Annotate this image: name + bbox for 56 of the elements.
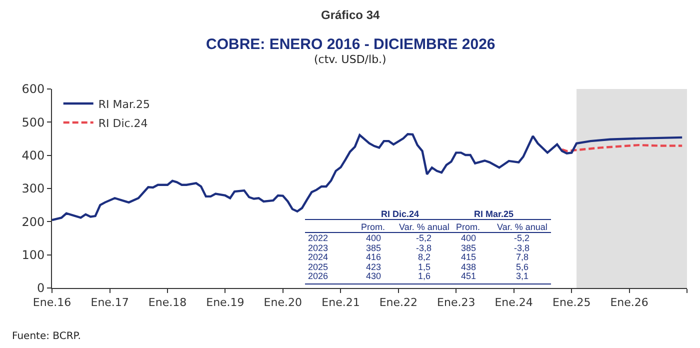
annotation: 430 xyxy=(366,271,382,281)
annotation: 400 xyxy=(461,233,476,243)
chart-title: COBRE: ENERO 2016 - DICIEMBRE 2026 xyxy=(206,36,496,53)
annotation: RI Dic.24 xyxy=(381,209,420,219)
annotation: RI Mar.25 xyxy=(474,209,514,219)
x-tick-label: Ene.19 xyxy=(206,296,244,310)
annotation: 400 xyxy=(366,233,382,243)
y-tick-label: 200 xyxy=(22,214,45,229)
annotation: 2025 xyxy=(308,262,328,272)
annotation: 423 xyxy=(366,262,382,272)
annotation: -5,2 xyxy=(514,233,530,243)
annotation: 5,6 xyxy=(516,262,529,272)
source-note: Fuente: BCRP. xyxy=(12,331,81,342)
annotation: 2023 xyxy=(308,243,328,253)
annotation: 2024 xyxy=(308,252,328,262)
annotation: -5,2 xyxy=(416,233,432,243)
x-tick-label: Ene.25 xyxy=(552,296,591,310)
annotation: 385 xyxy=(366,243,382,253)
x-tick-label: Ene.21 xyxy=(322,296,360,310)
annotation: 2022 xyxy=(308,233,328,243)
y-tick-label: 500 xyxy=(22,115,45,130)
legend-label: RI Dic.24 xyxy=(98,116,148,130)
annotation: 385 xyxy=(461,243,476,253)
annotation: Var. % anual xyxy=(399,222,450,232)
annotation: 415 xyxy=(461,252,476,262)
x-tick-label: Ene.18 xyxy=(148,296,187,310)
annotation: -3,8 xyxy=(514,243,530,253)
text: Gráfico 34 xyxy=(321,8,380,22)
annotation: Prom. xyxy=(361,222,386,232)
x-tick-label: Ene.20 xyxy=(264,296,302,310)
x-tick-label: Ene.23 xyxy=(437,296,476,310)
annotation: Prom. xyxy=(456,222,480,232)
annotation: 1,6 xyxy=(418,271,431,281)
annotation: 2026 xyxy=(308,271,328,281)
x-tick-label: Ene.17 xyxy=(90,296,129,310)
legend-label: RI Mar.25 xyxy=(98,98,150,111)
line-series xyxy=(52,133,684,222)
annotation: 7,8 xyxy=(516,252,529,262)
annotation: 438 xyxy=(461,262,476,272)
y-tick-label: 100 xyxy=(22,248,45,262)
y-tick-label: 300 xyxy=(22,182,45,196)
x-tick-label: Ene.26 xyxy=(610,296,648,310)
x-tick-label: Ene.16 xyxy=(32,296,72,310)
y-tick-label: 0 xyxy=(36,281,45,296)
annotation: 8,2 xyxy=(418,252,431,262)
annotation: 1,5 xyxy=(418,262,431,272)
y-tick-label: 400 xyxy=(22,148,45,163)
annotation: Var. % anual xyxy=(497,222,548,232)
annotation: 451 xyxy=(461,271,476,281)
chart-subtitle: (ctv. USD/lb.) xyxy=(314,53,386,66)
x-tick-label: Ene.22 xyxy=(379,296,418,310)
y-tick-label: 600 xyxy=(22,82,45,96)
x-tick-label: Ene.24 xyxy=(494,296,533,310)
annotation: 3,1 xyxy=(516,271,529,281)
annotation: 416 xyxy=(366,252,382,262)
annotation: -3,8 xyxy=(416,243,432,253)
